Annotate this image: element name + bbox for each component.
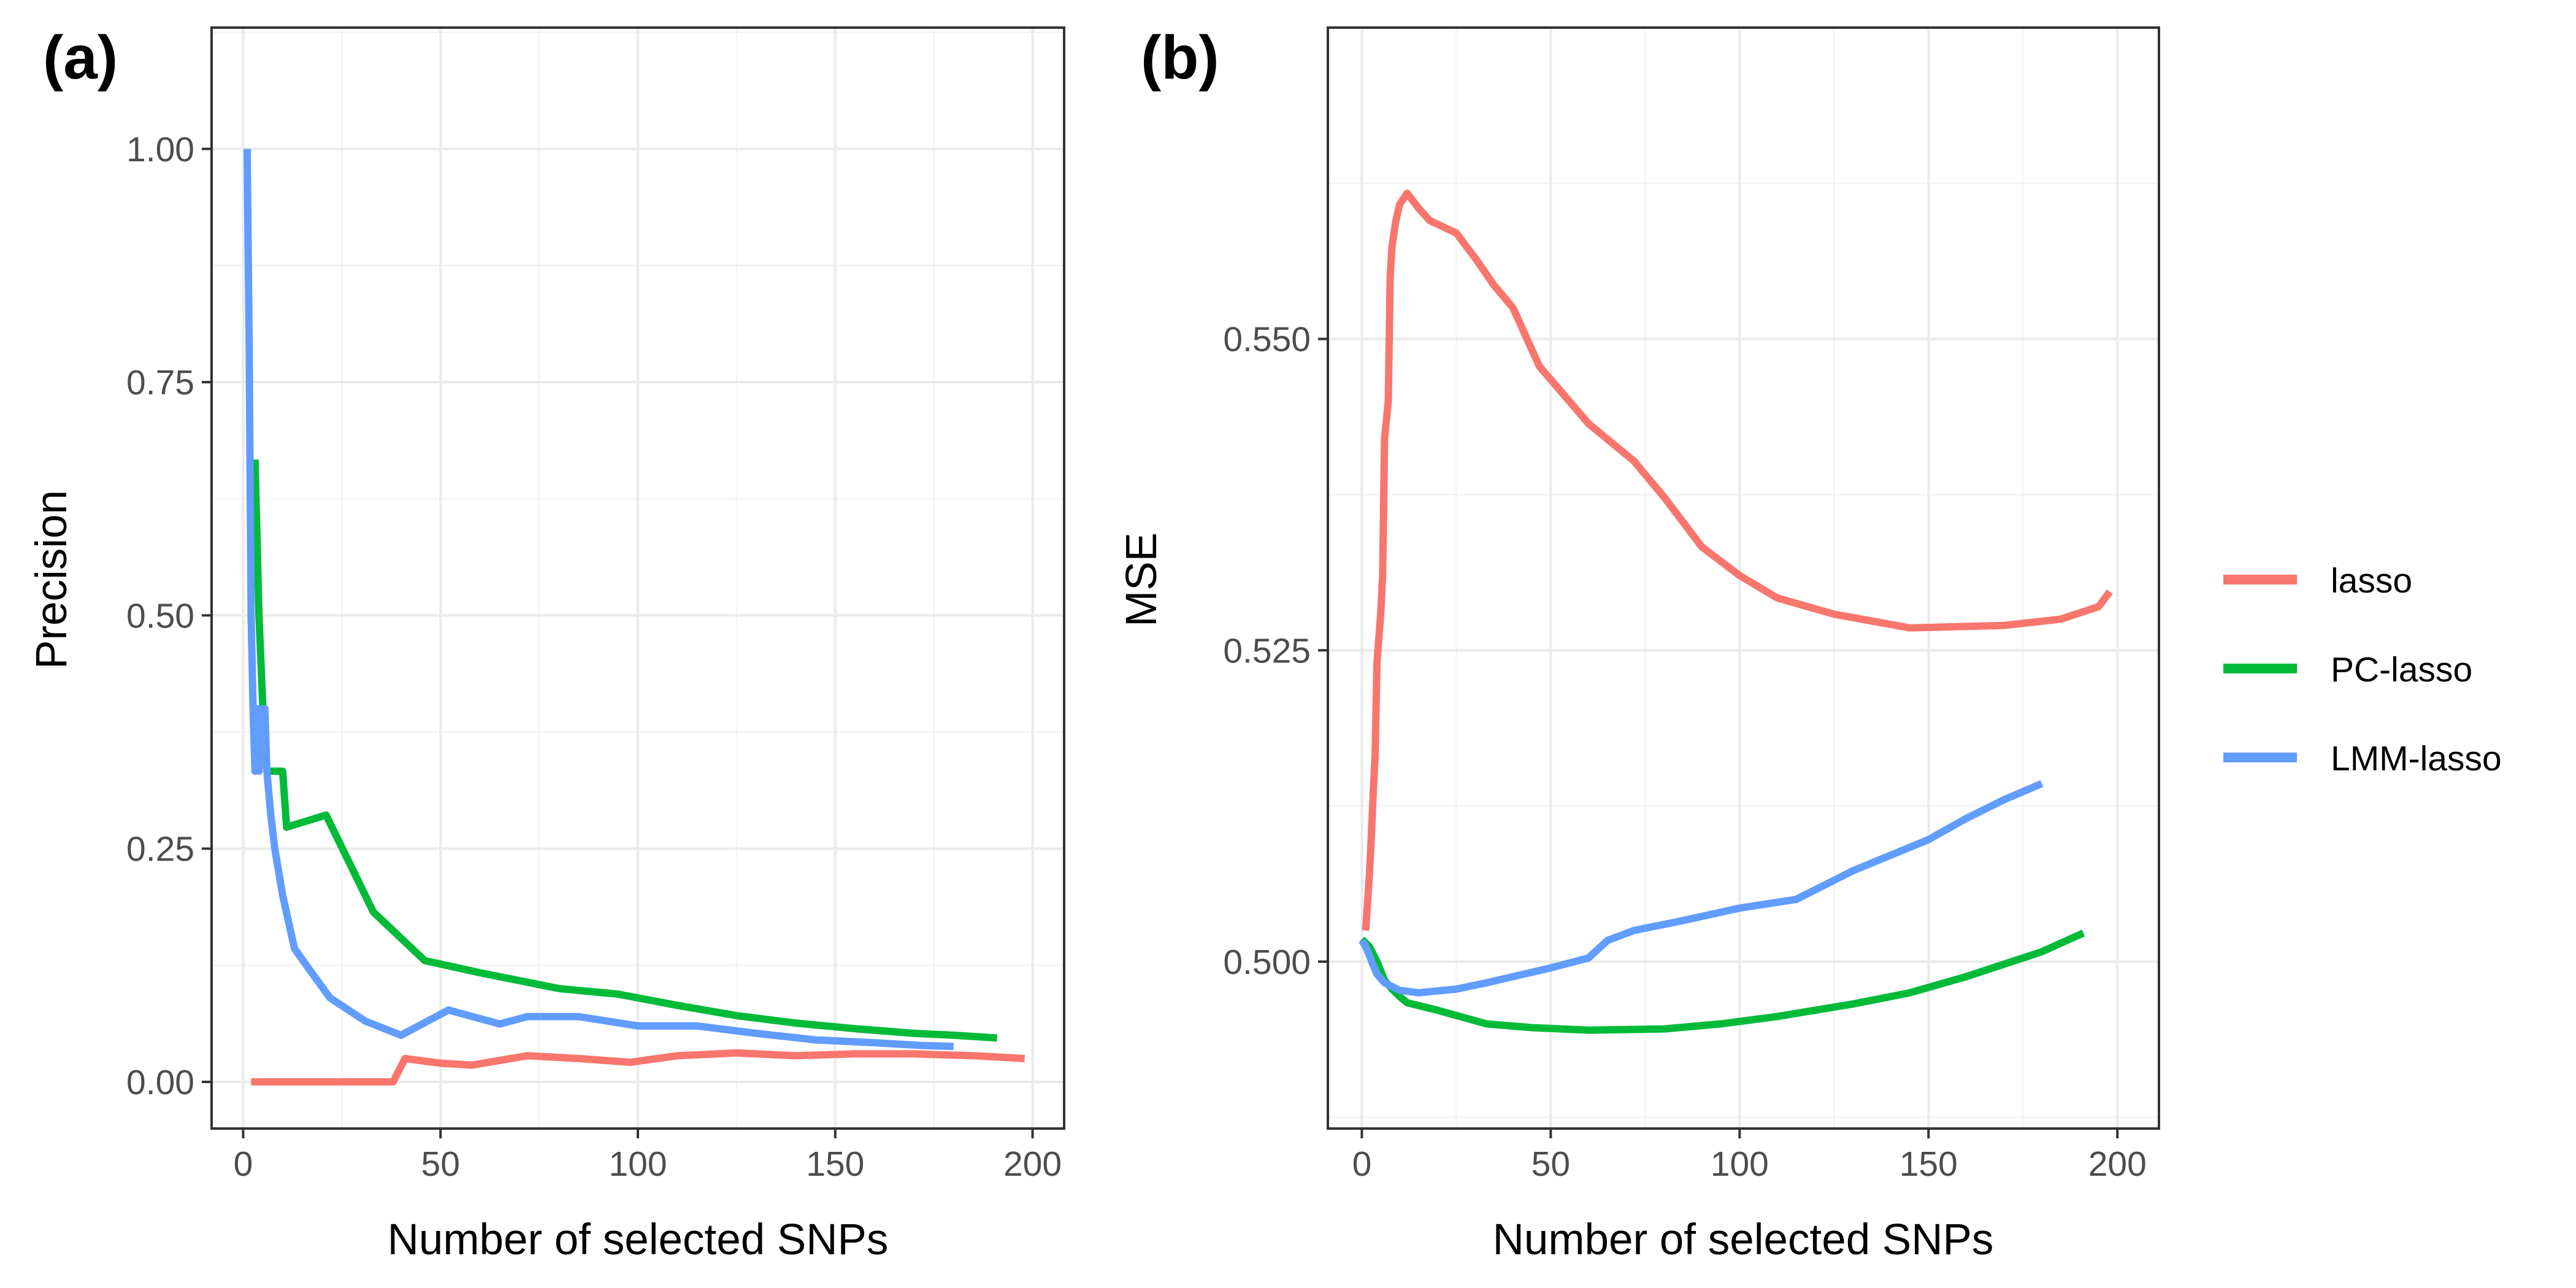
panel-b: (b) 0.500 0.525 0.550 0 50 100 150 200 Number … — [1117, 23, 2160, 1264]
panel-b-series — [1359, 190, 2113, 1034]
panel-a-tag: (a) — [43, 23, 118, 92]
panel-a-y-axis: 0.00 0.25 0.50 0.75 1.00 — [126, 130, 212, 1102]
series-line-lasso — [251, 1049, 1025, 1086]
x-tick-label: 150 — [806, 1144, 864, 1184]
x-tick-label: 200 — [1003, 1144, 1062, 1184]
y-tick-label: 0.75 — [126, 363, 194, 402]
panel-b-x-axis-title: Number of selected SNPs — [1493, 1216, 1994, 1264]
x-tick-label: 0 — [1352, 1144, 1372, 1184]
x-tick-label: 50 — [1531, 1144, 1570, 1184]
panel-a-series — [243, 148, 1025, 1086]
x-tick-label: 200 — [2088, 1144, 2147, 1184]
y-tick-label: 0.500 — [1223, 943, 1311, 982]
series-line-lmm-lasso — [1359, 780, 2044, 997]
legend: lasso PC-lasso LMM-lasso — [2223, 561, 2502, 778]
legend-label-lasso: lasso — [2331, 561, 2412, 600]
panel-b-x-axis: 0 50 100 150 200 — [1352, 1129, 2147, 1184]
y-tick-label: 0.525 — [1223, 631, 1311, 670]
x-tick-label: 50 — [421, 1144, 460, 1184]
y-tick-label: 0.550 — [1223, 320, 1311, 359]
panel-a-x-axis-title: Number of selected SNPs — [388, 1216, 889, 1264]
panel-a-y-axis-title: Precision — [28, 490, 76, 669]
x-tick-label: 150 — [1899, 1144, 1958, 1184]
panel-b-tag: (b) — [1141, 23, 1219, 92]
x-tick-label: 100 — [608, 1144, 667, 1184]
y-tick-label: 0.50 — [126, 596, 194, 635]
panel-a-gridlines — [212, 28, 1064, 1129]
panel-b-y-axis-title: MSE — [1117, 532, 1166, 627]
x-tick-label: 100 — [1711, 1144, 1769, 1184]
x-tick-label: 0 — [234, 1144, 253, 1184]
series-line-lasso — [1362, 190, 2113, 931]
panel-a-x-axis: 0 50 100 150 200 — [234, 1129, 1062, 1184]
y-tick-label: 0.00 — [126, 1063, 194, 1102]
panel-b-border — [1327, 26, 2160, 1130]
y-tick-label: 0.25 — [126, 830, 194, 869]
legend-label-pc-lasso: PC-lasso — [2331, 650, 2472, 689]
legend-label-lmm-lasso: LMM-lasso — [2331, 739, 2502, 778]
panel-a: (a) 0.00 0.25 0.50 0.75 1.00 0 50 100 150 200 Nu… — [28, 23, 1065, 1264]
panel-b-y-axis: 0.500 0.525 0.550 — [1223, 320, 1328, 982]
y-tick-label: 1.00 — [126, 130, 194, 169]
series-line-lmm-lasso — [243, 148, 954, 1051]
